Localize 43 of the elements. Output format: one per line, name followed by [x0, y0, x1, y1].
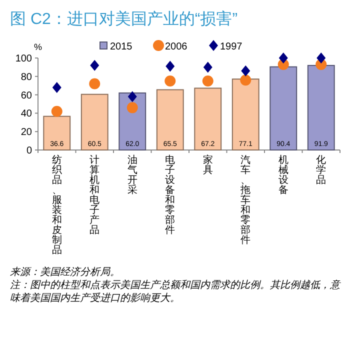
y-tick-label: 80 [20, 72, 32, 83]
x-tick-label: 油气开采 [127, 154, 138, 196]
x-tick-label: 家具 [202, 154, 213, 176]
point [278, 52, 288, 64]
point [164, 76, 176, 86]
bar [270, 66, 298, 150]
bar [232, 78, 260, 150]
y-tick-label: 40 [20, 108, 32, 120]
y-tick-label: 20 [20, 127, 32, 138]
legend-label: 2015 [110, 42, 133, 52]
x-tick-label: 电子设备和零部件 [165, 154, 176, 236]
legend-label: 1997 [220, 42, 243, 52]
point [202, 76, 214, 86]
y-tick-label: 60 [20, 90, 32, 102]
category-label: 纺织品、服装和皮制品 [52, 155, 62, 256]
point [51, 106, 62, 117]
point [316, 52, 326, 64]
chart-title: 图 C2：进口对美国产业的“损害” [10, 10, 238, 28]
point [203, 62, 212, 73]
bar [43, 116, 71, 150]
point [126, 102, 138, 114]
y-tick-label: 100 [15, 54, 32, 64]
text: 注：图中的柱型和点表示美国生产总额和国内需求的比例。其比例越低，意味着美国国内生产受进口的影响更大。 [10, 279, 342, 305]
category-label: 汽车、拖车和零部件 [240, 155, 251, 246]
bar [80, 94, 108, 150]
bar [118, 92, 146, 150]
point [128, 91, 137, 102]
point [241, 65, 250, 76]
bar [156, 89, 184, 150]
point [89, 78, 100, 90]
y-axis-title: % [34, 42, 42, 52]
x-tick-label: 化学品 [316, 154, 326, 186]
point [166, 60, 175, 72]
y-tick-label: 0 [26, 146, 32, 156]
point [90, 60, 100, 71]
point [240, 74, 252, 86]
x-tick-label: 计算机和电子产品 [90, 154, 100, 236]
bar [307, 64, 335, 150]
point [52, 82, 62, 93]
bar [194, 88, 222, 150]
source-note: 来源：美国经济分析局。 [10, 266, 121, 279]
x-tick-label: 机械设备 [278, 154, 288, 196]
legend-label: 2006 [165, 42, 188, 52]
